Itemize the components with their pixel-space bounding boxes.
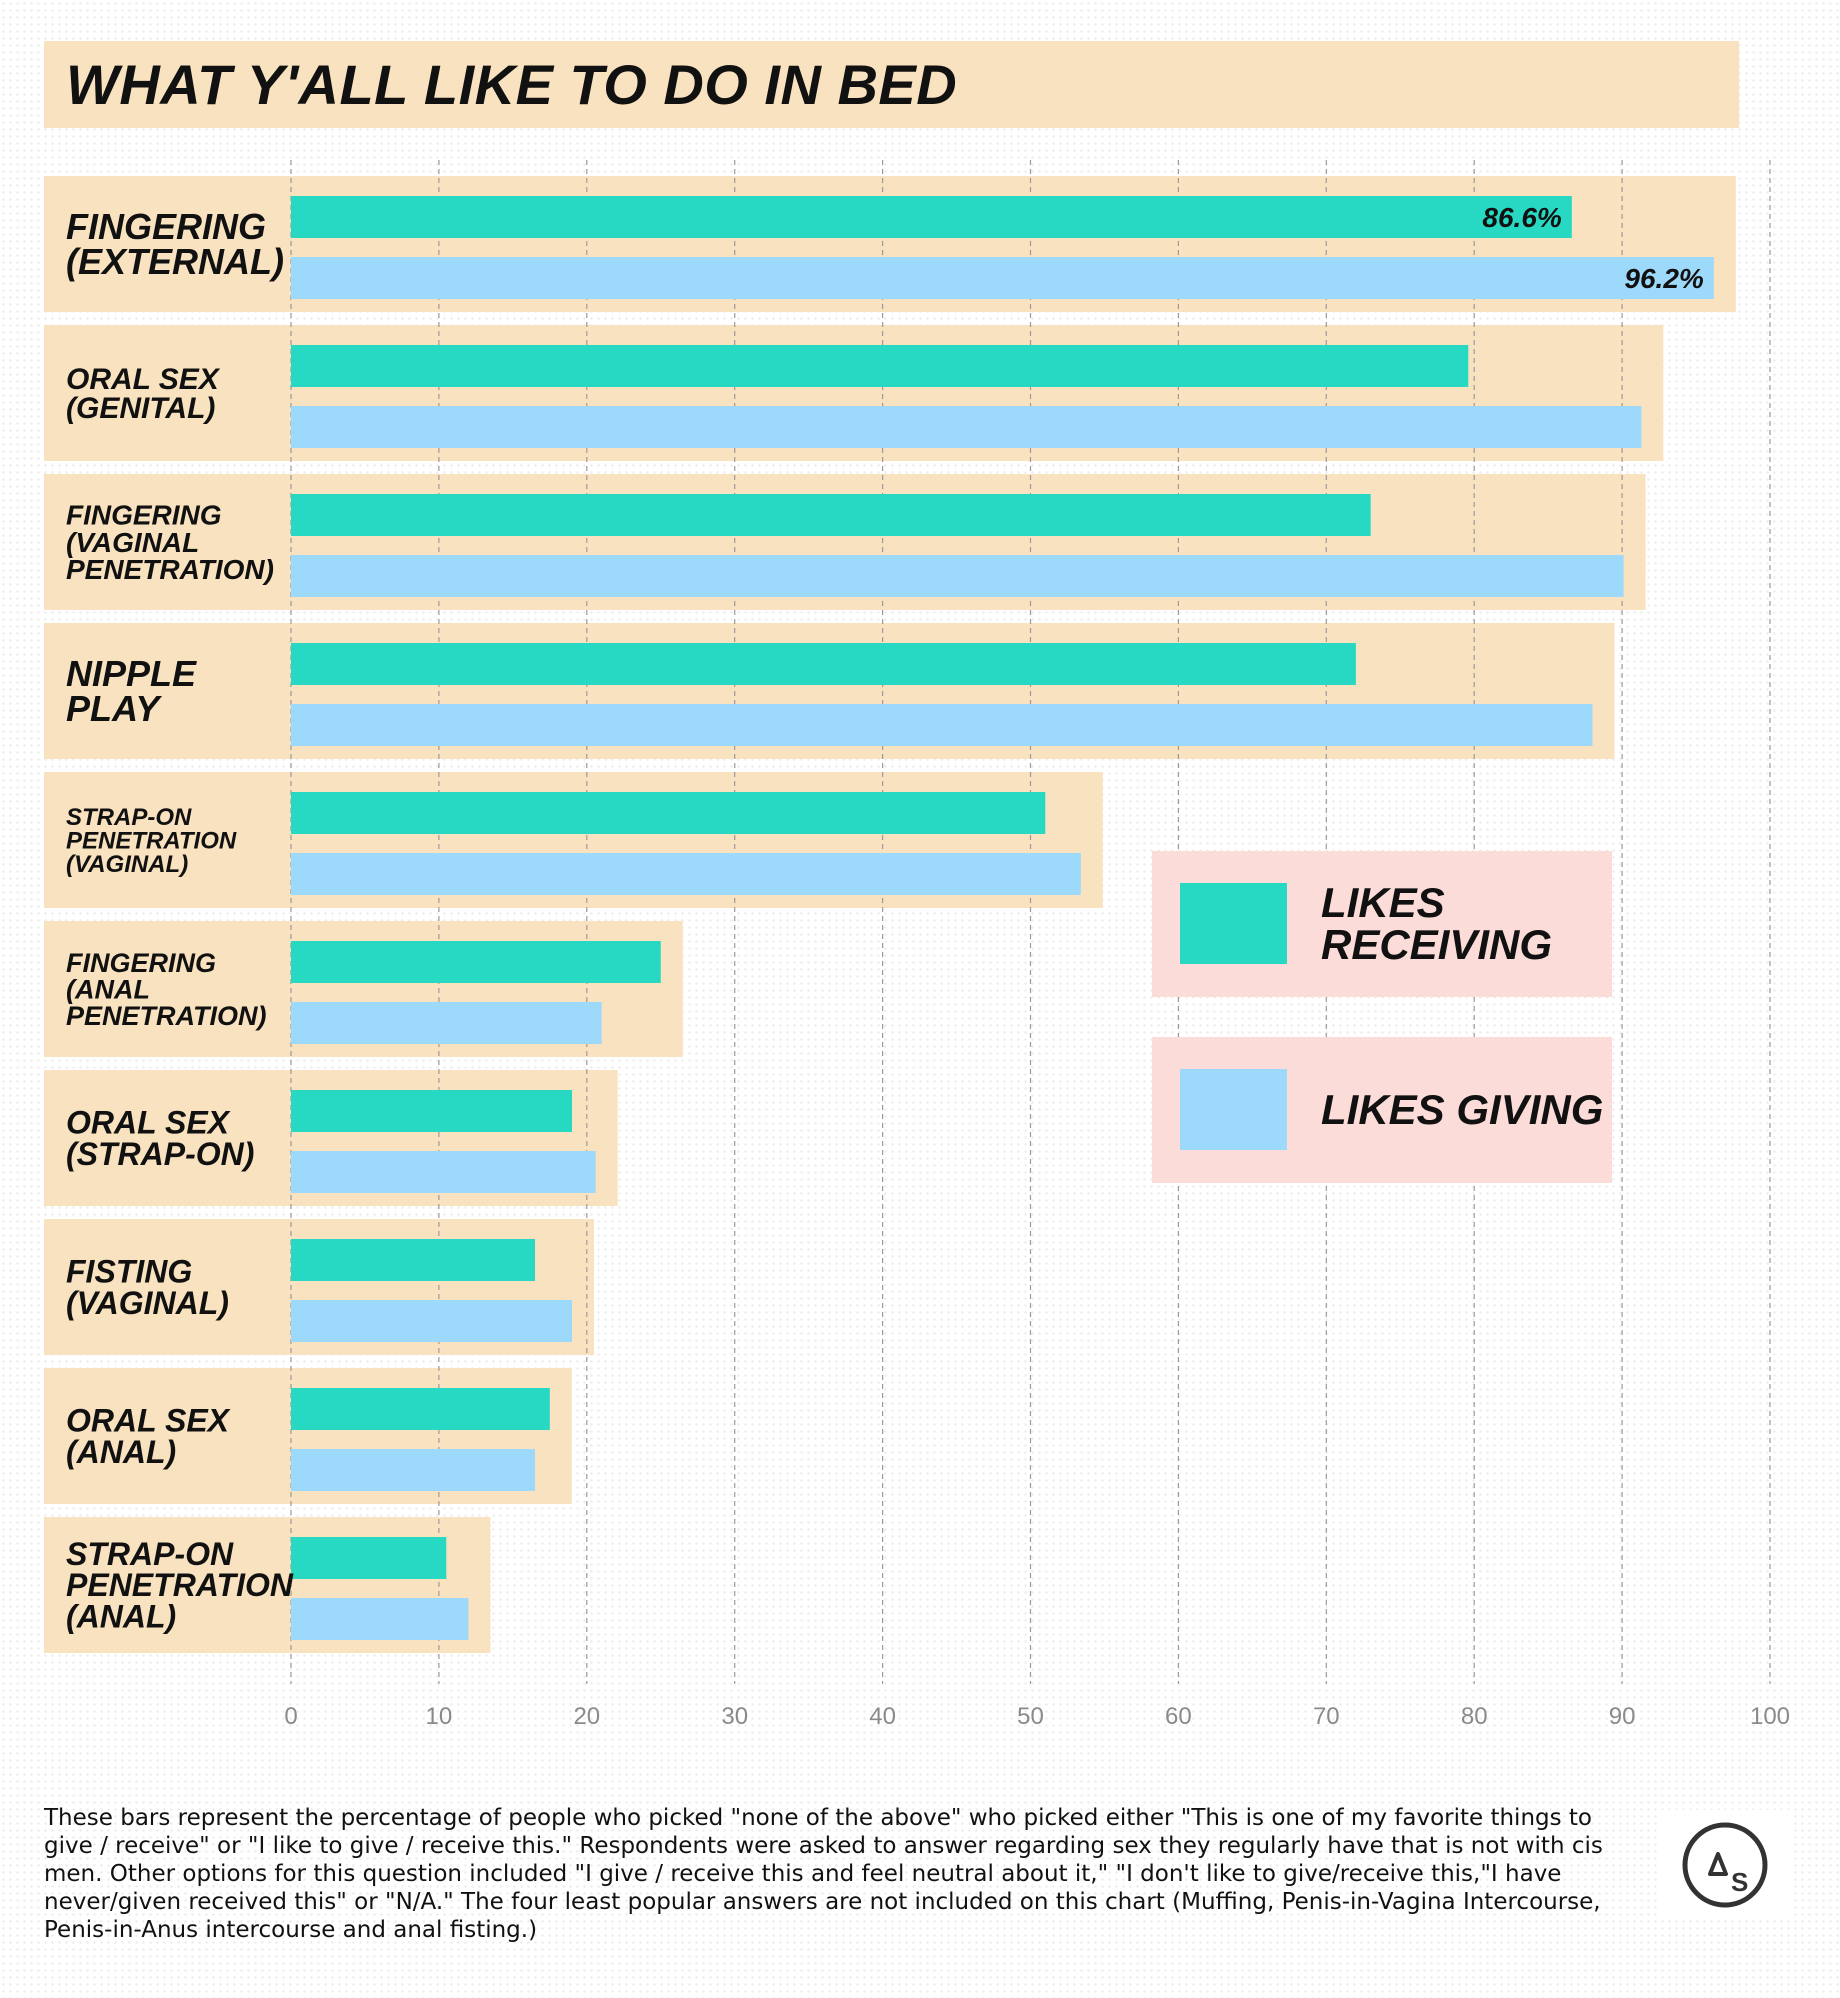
category-label: STRAP-ON PENETRATION (ANAL) [66,1536,294,1635]
legend-label: LIKES GIVING [1321,1086,1603,1133]
category-labels: FINGERING (EXTERNAL) ORAL SEX (GENITAL) FING… [66,206,294,1635]
x-tick-label: 70 [1313,1703,1340,1730]
bar-likes-giving [291,1151,596,1193]
svg-text:S: S [1731,1867,1748,1897]
bar-likes-giving [291,555,1624,597]
bar-likes-giving [291,1002,602,1044]
bar-likes-giving [291,1300,573,1342]
chart-title: WHAT Y'ALL LIKE TO DO IN BED [66,53,958,116]
category-label: ORAL SEX (GENITAL) [66,363,221,425]
legend-swatch [1180,883,1287,964]
x-tick-label: 40 [869,1703,896,1730]
bar-likes-receiving [291,345,1469,387]
bar-likes-giving [291,1598,469,1640]
bar-likes-giving [291,257,1714,299]
category-label: FINGERING (VAGINAL PENETRATION) [66,499,274,585]
category-label: NIPPLE PLAY [66,653,197,729]
footnote: These bars represent the percentage of p… [44,1805,1603,1943]
autostraddle-logo: S [1660,1810,1790,1920]
bar-likes-receiving [291,1239,536,1281]
bars: 86.6% 96.2% [291,196,1714,1640]
bar-likes-giving [291,853,1081,895]
legend-label: LIKES RECEIVING [1321,879,1552,968]
category-label: FISTING (VAGINAL) [66,1254,229,1321]
category-label: STRAP-ON PENETRATION (VAGINAL) [66,804,237,878]
bar-likes-receiving [291,941,661,983]
category-label: ORAL SEX (STRAP-ON) [66,1105,254,1172]
x-tick-label: 50 [1017,1703,1044,1730]
bar-chart: 86.6% 96.2% FINGERING (EXTERNAL) ORAL SEX (G… [44,160,1790,1730]
data-label: 96.2% [1624,263,1703,294]
x-axis-ticks: 0 10 20 30 40 50 60 70 80 90 100 [284,1703,1790,1730]
chart-title-bar: WHAT Y'ALL LIKE TO DO IN BED [44,41,1739,128]
logo-icon: S [1682,1822,1768,1908]
category-label: FINGERING (ANAL PENETRATION) [66,948,267,1031]
bar-likes-receiving [291,1388,550,1430]
x-tick-label: 100 [1750,1703,1790,1730]
bar-likes-receiving [291,494,1371,536]
x-tick-label: 80 [1461,1703,1488,1730]
x-tick-label: 90 [1609,1703,1636,1730]
category-label: ORAL SEX (ANAL) [66,1403,231,1470]
bar-likes-receiving [291,1537,447,1579]
x-tick-label: 10 [426,1703,453,1730]
bar-likes-receiving [291,196,1572,238]
bar-likes-giving [291,704,1593,746]
category-label: FINGERING (EXTERNAL) [66,206,284,282]
x-tick-label: 20 [573,1703,600,1730]
bar-likes-receiving [291,1090,573,1132]
bar-likes-giving [291,1449,536,1491]
legend: LIKES RECEIVING LIKES GIVING [1152,851,1612,1183]
x-tick-label: 60 [1165,1703,1192,1730]
x-tick-label: 0 [284,1703,297,1730]
bar-likes-giving [291,406,1642,448]
bar-likes-receiving [291,643,1356,685]
x-tick-label: 30 [721,1703,748,1730]
bar-likes-receiving [291,792,1046,834]
data-label: 86.6% [1482,202,1561,233]
legend-swatch [1180,1069,1287,1150]
